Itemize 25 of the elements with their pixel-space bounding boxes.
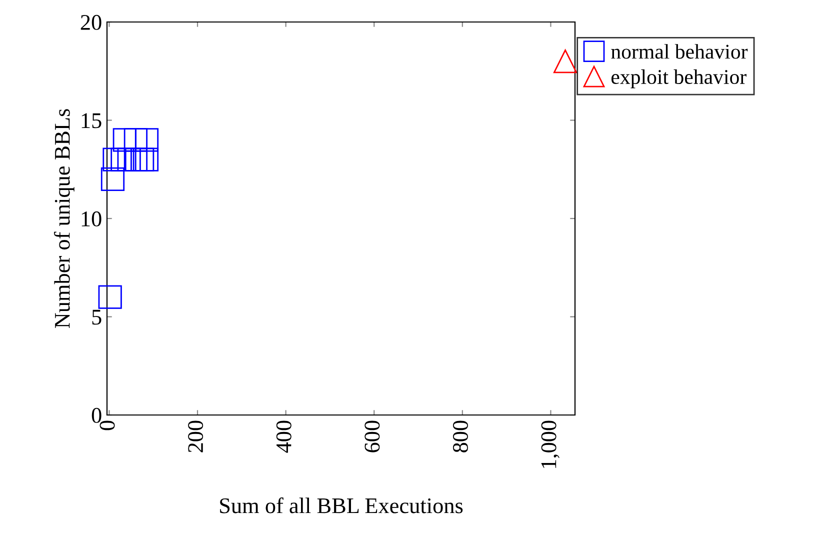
y-tick-label: 0 (92, 408, 102, 423)
y-tick-label: 15 (82, 113, 102, 128)
point (98, 285, 122, 309)
x-tick-label: 1,000 (541, 420, 560, 468)
point (134, 148, 159, 172)
point (124, 128, 148, 152)
x-tick-label: 0 (100, 420, 115, 430)
point (102, 148, 126, 172)
y-tick-label: 10 (82, 211, 102, 226)
point (553, 49, 578, 74)
point (130, 148, 154, 172)
point (110, 148, 134, 172)
y-axis-title: Number of unique BBLs (54, 109, 74, 328)
legend-label: exploit behavior (611, 69, 746, 88)
x-axis-title: Sum of all BBL Executions (220, 497, 463, 514)
point (117, 148, 141, 172)
point (100, 167, 125, 192)
y-tick-label: 5 (92, 310, 102, 325)
legend-label: normal behavior (611, 44, 748, 59)
x-tick-label: 600 (364, 420, 380, 452)
x-tick-label: 800 (452, 420, 468, 452)
point (134, 128, 159, 152)
x-tick-label: 400 (276, 420, 292, 453)
y-tick-label: 20 (80, 14, 102, 30)
x-tick-label: 200 (188, 420, 204, 452)
